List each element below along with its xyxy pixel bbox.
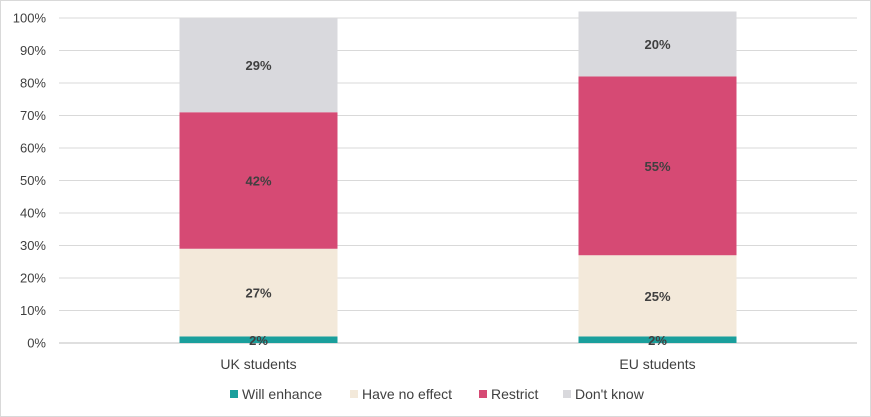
data-label: 20%	[644, 37, 670, 52]
data-label: 29%	[245, 58, 271, 73]
bar-segment	[578, 255, 737, 337]
bar-segment	[179, 336, 338, 343]
y-tick-label: 100%	[13, 11, 47, 26]
y-tick-label: 70%	[20, 108, 46, 123]
y-tick-label: 30%	[20, 238, 46, 253]
legend-swatch	[563, 390, 571, 398]
legend-label: Will enhance	[242, 386, 322, 402]
y-tick-label: 50%	[20, 173, 46, 188]
legend-swatch	[479, 390, 487, 398]
y-tick-label: 60%	[20, 141, 46, 156]
data-label: 2%	[249, 333, 268, 348]
y-tick-label: 10%	[20, 303, 46, 318]
gridlines	[59, 17, 857, 344]
data-label: 2%	[648, 333, 667, 348]
x-category-label: UK students	[220, 356, 296, 372]
bar-segment	[179, 18, 338, 113]
legend-label: Have no effect	[362, 386, 452, 402]
x-category-label: EU students	[619, 356, 695, 372]
legend: Will enhance Have no effect Restrict Don't …	[230, 386, 645, 402]
legend-label: Restrict	[491, 386, 539, 402]
legend-swatch	[230, 390, 238, 398]
y-tick-label: 90%	[20, 43, 46, 58]
y-axis-ticks: 0% 10% 20% 30% 40% 50% 60% 70% 80% 90% 100%	[13, 11, 47, 351]
bar-segment	[578, 11, 737, 77]
y-tick-label: 0%	[27, 336, 46, 351]
data-label: 42%	[245, 174, 271, 189]
bar-segment	[578, 336, 737, 343]
bar-segment	[578, 76, 737, 256]
y-tick-label: 40%	[20, 206, 46, 221]
bar-segment	[179, 112, 338, 249]
y-tick-label: 80%	[20, 76, 46, 91]
legend-swatch	[350, 390, 358, 398]
data-label: 25%	[644, 289, 670, 304]
data-label: 55%	[644, 159, 670, 174]
bar-segment	[179, 248, 338, 337]
data-label: 27%	[245, 286, 271, 301]
bars	[179, 11, 737, 343]
legend-label: Don't know	[575, 386, 645, 402]
y-tick-label: 20%	[20, 271, 46, 286]
data-labels: 2% 27% 42% 29% 2% 25% 55% 20%	[245, 37, 670, 348]
x-axis-categories: UK students EU students	[220, 356, 695, 372]
